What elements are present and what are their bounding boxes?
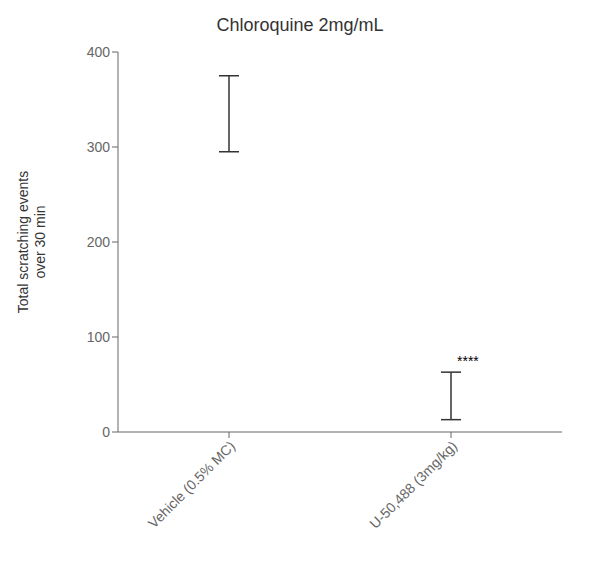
svg-text:300: 300 [87,139,111,155]
html-text:Chloroquine 2mg/mL: Chloroquine 2mg/mL [216,15,384,35]
svg-text:Vehicle (0.5% MC): Vehicle (0.5% MC) [145,438,238,531]
svg-text:200: 200 [87,234,111,250]
svg-text:Total scratching eventsover 30: Total scratching eventsover 30 min [15,171,48,313]
svg-text:U-50,488 (3mg/kg): U-50,488 (3mg/kg) [366,438,460,532]
svg-text:0: 0 [102,424,110,440]
svg-text:****: **** [457,353,479,369]
svg-text:400: 400 [87,44,111,60]
svg-text:100: 100 [87,329,111,345]
